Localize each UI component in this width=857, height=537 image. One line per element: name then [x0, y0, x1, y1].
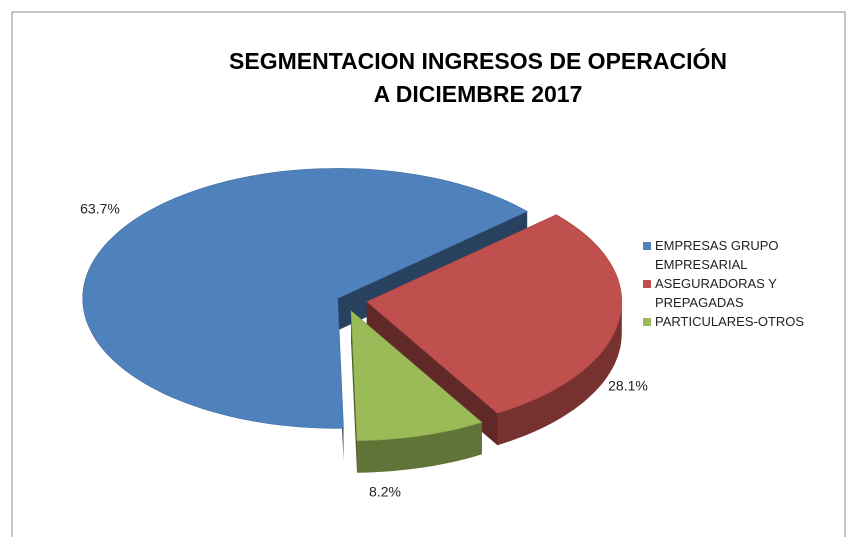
slice-side	[497, 301, 622, 446]
legend-label: PARTICULARES-OTROS	[655, 314, 805, 329]
legend-label: ASEGURADORAS Y PREPAGADAS	[655, 276, 777, 310]
slice-side	[357, 422, 482, 473]
data-label: 8.2%	[369, 484, 401, 500]
slice	[350, 310, 483, 473]
legend-item: ASEGURADORAS Y PREPAGADAS	[643, 274, 833, 312]
slice-top	[350, 310, 483, 442]
slice-wall	[351, 310, 357, 473]
legend-swatch	[643, 242, 651, 250]
data-label: 28.1%	[608, 378, 648, 394]
data-label: 63.7%	[80, 201, 120, 217]
chart-frame	[11, 11, 846, 537]
legend-item: EMPRESAS GRUPO EMPRESARIAL	[643, 236, 833, 274]
slice-top	[366, 214, 623, 414]
legend: EMPRESAS GRUPO EMPRESARIAL ASEGURADORAS Y…	[643, 236, 833, 331]
slice-top	[82, 168, 528, 429]
chart-title: A DICIEMBRE 2017	[374, 81, 583, 107]
legend-item: PARTICULARES-OTROS	[643, 312, 833, 331]
legend-swatch	[643, 318, 651, 326]
chart-title: SEGMENTACION INGRESOS DE OPERACIÓN	[229, 47, 727, 74]
legend-label: EMPRESAS GRUPO EMPRESARIAL	[655, 238, 779, 272]
legend-swatch	[643, 280, 651, 288]
